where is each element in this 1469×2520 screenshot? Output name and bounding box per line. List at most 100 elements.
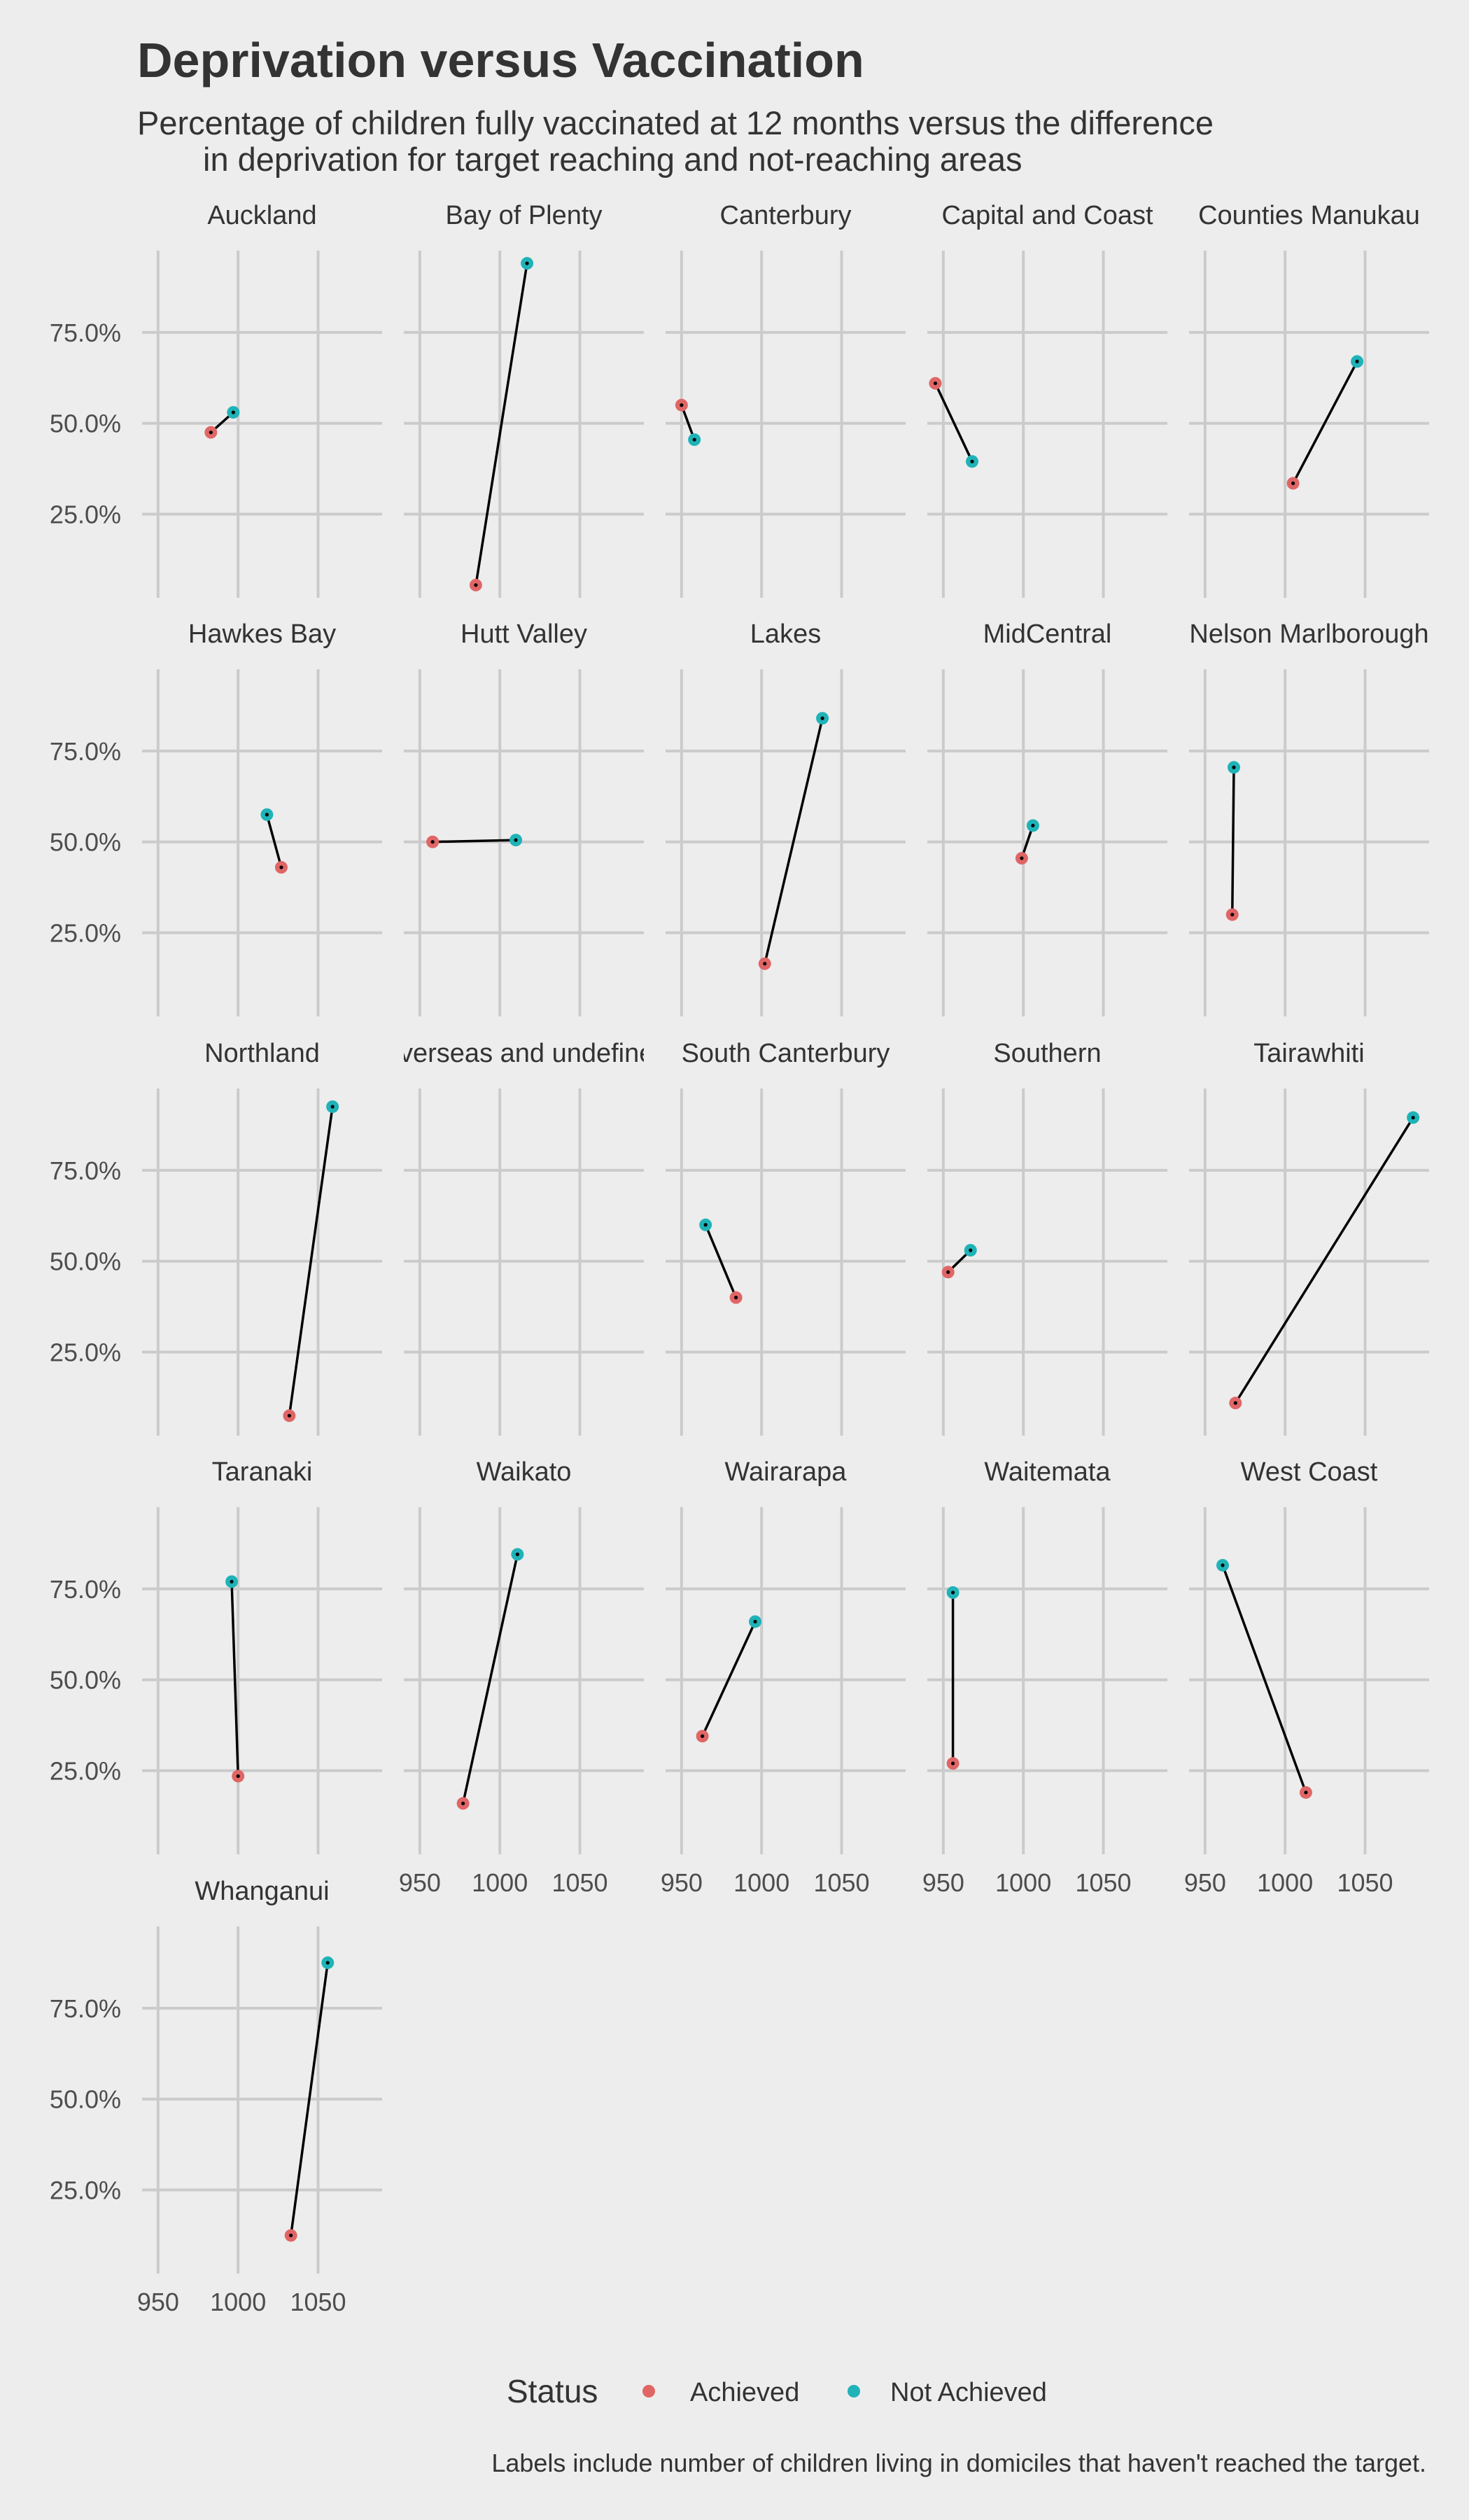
y-tick-label: 75.0% bbox=[50, 1156, 121, 1185]
facet-waitemata: Waitemata 950 1000 1050 bbox=[922, 1457, 1167, 1897]
facet-tairawhiti: Tairawhiti bbox=[1189, 1039, 1429, 1436]
facet-wairarapa: Wairarapa 950 1000 1050 bbox=[661, 1457, 906, 1897]
facet-label: West Coast bbox=[1241, 1457, 1378, 1487]
point-not-achieved-centre bbox=[753, 1620, 757, 1624]
y-tick-label: 75.0% bbox=[50, 737, 121, 766]
connector-line bbox=[934, 382, 974, 462]
legend-key-achieved bbox=[642, 2385, 655, 2398]
x-tick-label: 950 bbox=[1184, 1868, 1226, 1897]
x-tick-label: 1050 bbox=[551, 1868, 607, 1897]
point-achieved-centre bbox=[461, 1801, 465, 1805]
point-achieved-centre bbox=[236, 1774, 240, 1778]
facet-panels: Auckland 25.0% 50.0% 75.0% Bay of Plenty Cant… bbox=[50, 201, 1429, 2316]
facet-label: Southern bbox=[993, 1039, 1101, 1068]
x-tick-label: 1000 bbox=[995, 1868, 1051, 1897]
legend-key-not-achieved bbox=[848, 2385, 860, 2398]
chart-subtitle-line-1: Percentage of children fully vaccinated … bbox=[137, 104, 1214, 141]
legend-item-achieved: Achieved bbox=[642, 2378, 799, 2407]
y-tick-label: 25.0% bbox=[50, 1757, 121, 1786]
point-not-achieved-centre bbox=[325, 1961, 330, 1965]
connector-line bbox=[1230, 767, 1235, 915]
connector-line bbox=[764, 718, 824, 965]
x-tick-label: 1050 bbox=[1337, 1868, 1393, 1897]
connector-line bbox=[701, 1620, 757, 1737]
point-achieved-centre bbox=[950, 1761, 955, 1765]
facet-label: Auckland bbox=[207, 201, 316, 230]
y-tick-label: 50.0% bbox=[50, 1666, 121, 1695]
chart-caption: Labels include number of children living… bbox=[491, 2449, 1426, 2477]
y-tick-label: 75.0% bbox=[50, 1575, 121, 1604]
point-not-achieved-centre bbox=[950, 1590, 955, 1595]
y-tick-label: 25.0% bbox=[50, 2176, 121, 2205]
chart-subtitle-line-2: in deprivation for target reaching and n… bbox=[203, 141, 1022, 178]
point-not-achieved-centre bbox=[330, 1105, 335, 1109]
facet-data bbox=[675, 398, 701, 447]
connector-line bbox=[288, 1106, 334, 1416]
facet-label: Bay of Plenty bbox=[446, 201, 603, 230]
facet-nelson-marlborough: Nelson Marlborough bbox=[1189, 620, 1429, 1016]
point-not-achieved-centre bbox=[231, 410, 235, 414]
facet-capital-and-coast: Capital and Coast bbox=[927, 201, 1167, 598]
point-not-achieved-centre bbox=[515, 1552, 519, 1557]
connector-line bbox=[433, 839, 516, 844]
x-tick-label: 1000 bbox=[733, 1868, 789, 1897]
facet-lakes: Lakes bbox=[666, 620, 906, 1016]
point-achieved-centre bbox=[279, 865, 283, 869]
x-tick-label: 1000 bbox=[1257, 1868, 1313, 1897]
point-achieved-centre bbox=[1230, 912, 1235, 917]
x-tick-label: 1050 bbox=[813, 1868, 869, 1897]
connector-line bbox=[1292, 360, 1358, 484]
point-not-achieved-centre bbox=[525, 261, 529, 265]
x-tick-label: 1050 bbox=[1075, 1868, 1131, 1897]
facet-data bbox=[1015, 819, 1039, 865]
point-achieved-centre bbox=[1233, 1401, 1237, 1405]
point-achieved-centre bbox=[1291, 481, 1295, 485]
x-tick-label: 1000 bbox=[472, 1868, 528, 1897]
facet-canterbury: Canterbury bbox=[666, 201, 906, 598]
facet-label: Counties Manukau bbox=[1198, 201, 1420, 230]
point-achieved-centre bbox=[946, 1270, 950, 1274]
facet-data bbox=[225, 1575, 245, 1783]
facet-data bbox=[699, 1218, 743, 1304]
point-achieved-centre bbox=[289, 2233, 293, 2238]
point-not-achieved-centre bbox=[1232, 765, 1236, 769]
point-not-achieved-centre bbox=[820, 716, 824, 720]
point-not-achieved-centre bbox=[514, 838, 518, 842]
x-tick-label: 950 bbox=[399, 1868, 441, 1897]
facet-label: Whanganui bbox=[195, 1877, 329, 1906]
legend-title: Status bbox=[507, 2373, 598, 2409]
facet-label: Wairarapa bbox=[725, 1457, 848, 1487]
x-tick-label: 950 bbox=[661, 1868, 703, 1897]
legend: Status Achieved Not Achieved bbox=[507, 2373, 1047, 2409]
facet-label: MidCentral bbox=[983, 620, 1112, 649]
facet-hutt-valley: Hutt Valley bbox=[404, 620, 644, 1016]
point-achieved-centre bbox=[209, 430, 213, 435]
point-achieved-centre bbox=[1020, 856, 1024, 860]
legend-label: Not Achieved bbox=[890, 2378, 1047, 2407]
point-not-achieved-centre bbox=[1031, 823, 1035, 827]
facet-data bbox=[204, 406, 240, 439]
facet-label: Overseas and undefined bbox=[379, 1039, 668, 1068]
y-tick-label: 75.0% bbox=[50, 1994, 121, 2023]
facet-southern: Southern bbox=[927, 1039, 1167, 1436]
facet-label: Waitemata bbox=[984, 1457, 1111, 1487]
facet-label: Taranaki bbox=[212, 1457, 313, 1487]
facet-label: Northland bbox=[204, 1039, 320, 1068]
facet-west-coast: West Coast 950 1000 1050 bbox=[1184, 1457, 1429, 1897]
connector-line bbox=[475, 262, 528, 586]
facet-data bbox=[456, 1548, 524, 1810]
x-tick-label: 1050 bbox=[290, 2288, 346, 2316]
facet-counties-manukau: Counties Manukau bbox=[1189, 201, 1429, 598]
connector-line bbox=[230, 1581, 239, 1777]
connector-line bbox=[704, 1224, 738, 1298]
y-tick-label: 50.0% bbox=[50, 410, 121, 438]
facet-waikato: Waikato 950 1000 1050 bbox=[399, 1457, 644, 1897]
x-tick-label: 950 bbox=[137, 2288, 179, 2316]
y-tick-label: 50.0% bbox=[50, 2085, 121, 2114]
facet-label: Hawkes Bay bbox=[188, 620, 336, 649]
facet-data bbox=[929, 377, 979, 468]
point-not-achieved-centre bbox=[1221, 1563, 1225, 1567]
facet-south-canterbury: South Canterbury bbox=[666, 1039, 906, 1436]
connector-line bbox=[265, 814, 283, 868]
